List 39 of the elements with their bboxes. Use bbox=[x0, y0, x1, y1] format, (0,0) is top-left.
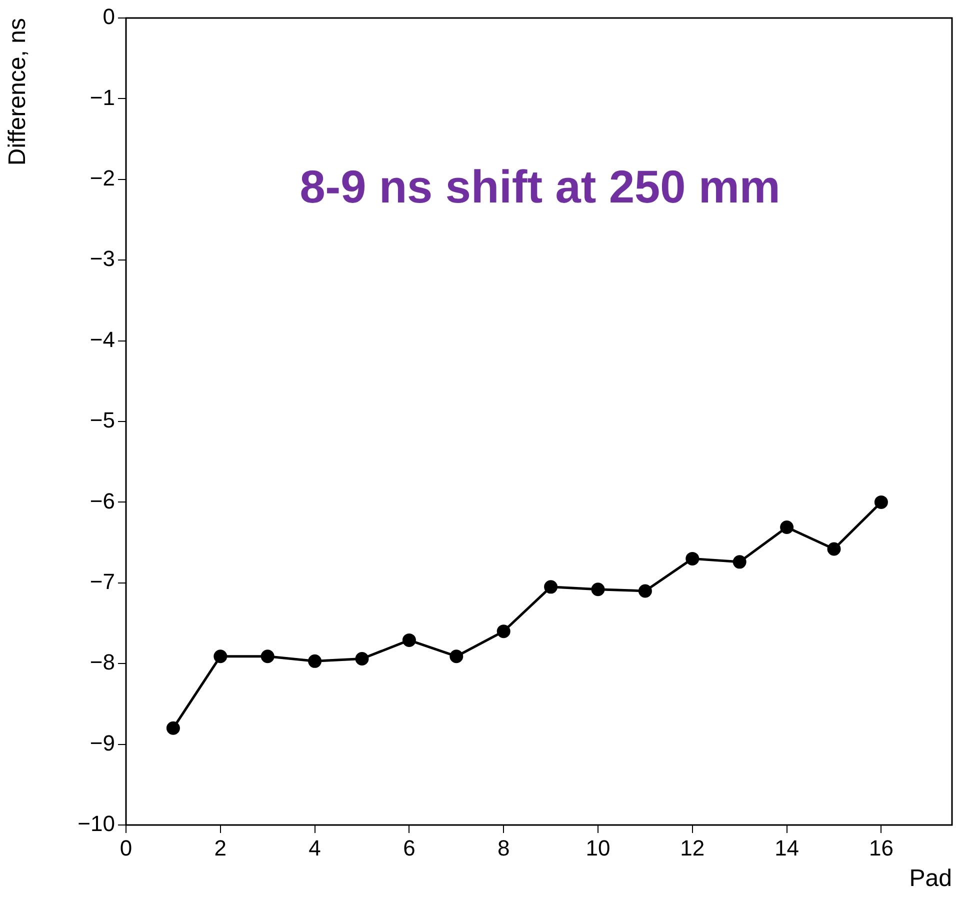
x-tick-label: 0 bbox=[120, 835, 132, 860]
x-tick-label: 8 bbox=[497, 835, 510, 860]
x-tick-label: 14 bbox=[774, 835, 800, 860]
point bbox=[214, 650, 228, 664]
y-axis-title: Difference, ns bbox=[4, 18, 32, 166]
point bbox=[355, 652, 369, 666]
x-tick-label: 12 bbox=[680, 835, 705, 860]
point bbox=[780, 520, 794, 534]
y-tick-label: −8 bbox=[90, 650, 115, 675]
point bbox=[402, 633, 416, 647]
annotation: 8-9 ns shift at 250 mm bbox=[300, 160, 780, 213]
x-tick-label: 10 bbox=[586, 835, 610, 860]
y-tick-label: −10 bbox=[78, 811, 115, 836]
point bbox=[496, 624, 510, 638]
point bbox=[874, 495, 888, 509]
y-tick-label: 0 bbox=[102, 4, 115, 30]
x-tick-label: 4 bbox=[308, 835, 321, 860]
y-tick-label: −3 bbox=[90, 246, 115, 272]
x-tick-label: 16 bbox=[868, 835, 894, 860]
point bbox=[686, 552, 700, 566]
y-tick-label: −7 bbox=[90, 568, 115, 594]
x-tick-label: 6 bbox=[403, 835, 416, 860]
y-tick-label: −5 bbox=[90, 408, 115, 433]
point bbox=[308, 654, 322, 668]
point bbox=[544, 580, 558, 594]
y-tick-label: −4 bbox=[90, 326, 115, 352]
y-tick-label: −6 bbox=[90, 488, 115, 514]
x-axis-title: Pad bbox=[909, 865, 952, 892]
point bbox=[166, 721, 180, 735]
point bbox=[827, 542, 841, 556]
point bbox=[591, 582, 605, 596]
point bbox=[450, 650, 464, 664]
point bbox=[732, 555, 746, 569]
point bbox=[638, 584, 652, 598]
x-tick-label: 2 bbox=[214, 835, 227, 860]
point bbox=[260, 650, 274, 664]
y-tick-label: −1 bbox=[90, 84, 115, 110]
y-tick-label: −2 bbox=[90, 165, 115, 190]
y-tick-label: −9 bbox=[90, 730, 115, 756]
